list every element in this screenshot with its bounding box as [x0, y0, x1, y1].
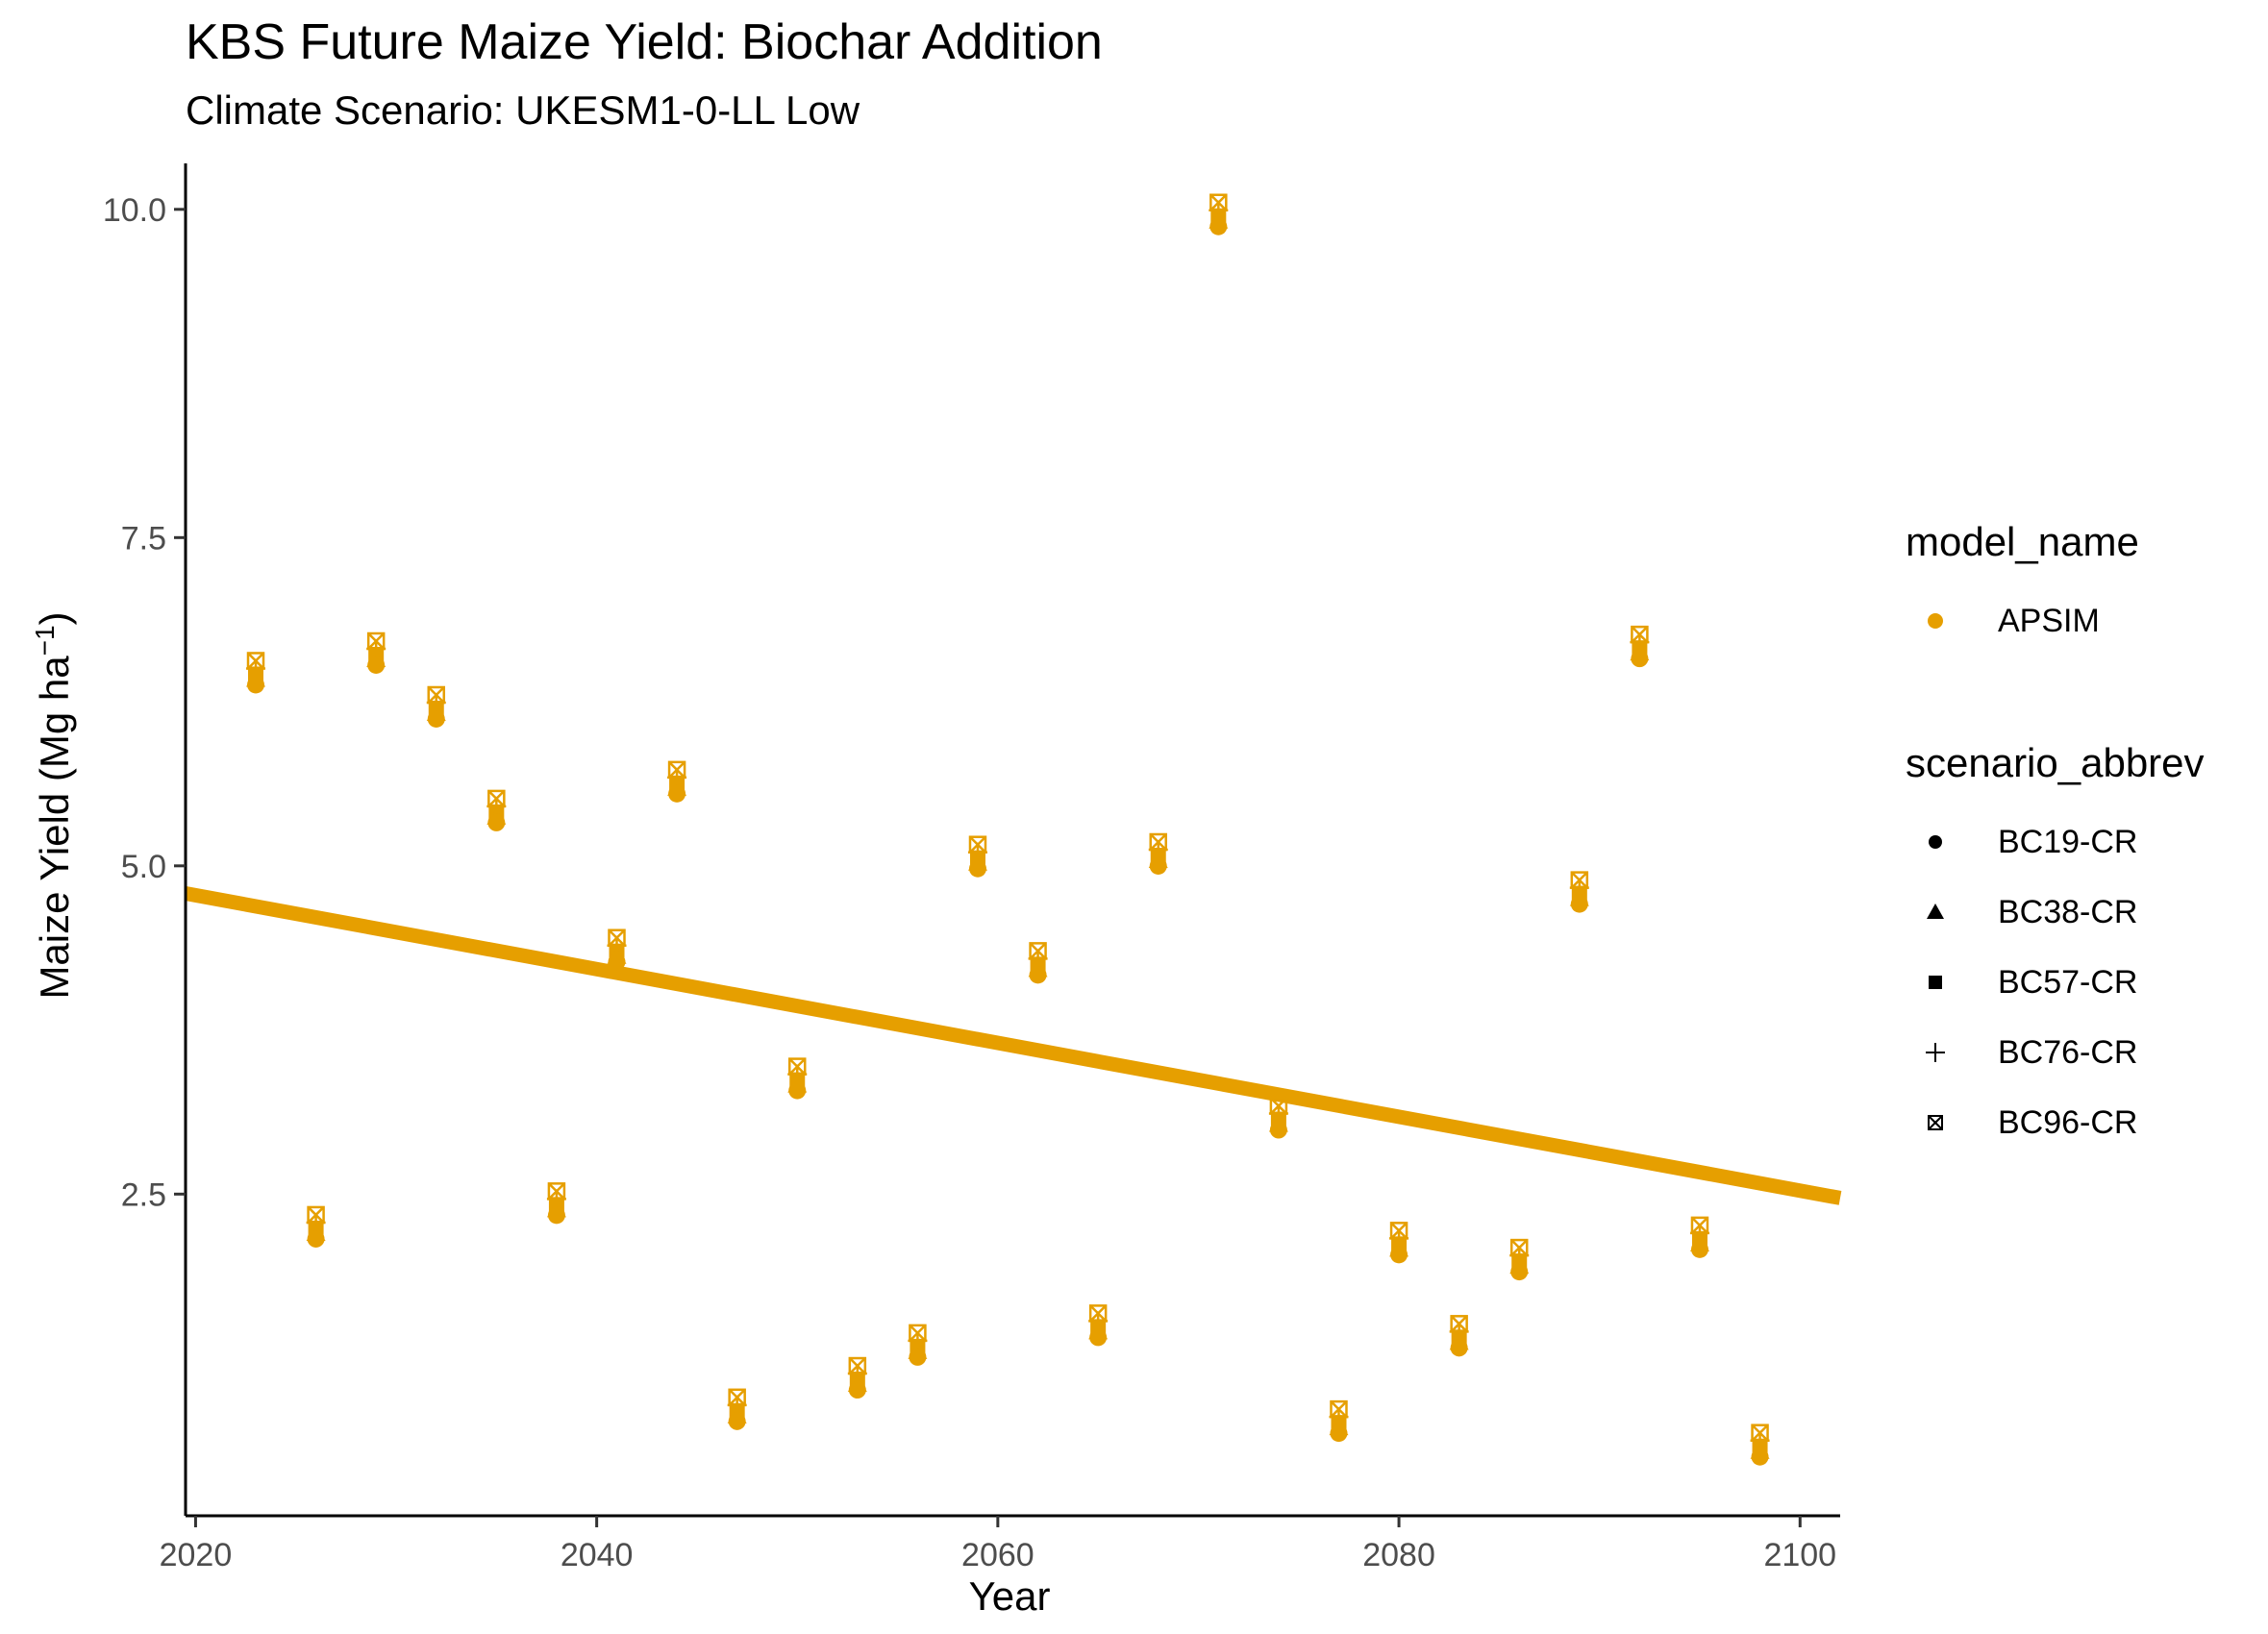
point-bc19	[1751, 1448, 1769, 1466]
y-axis-label: Maize Yield (Mg ha−1)	[30, 611, 78, 999]
point-bc19	[547, 1206, 565, 1225]
data-point-2083	[1449, 1315, 1469, 1357]
data-point-2053	[847, 1356, 867, 1399]
legend-shape-title: scenario_abbrev	[1906, 740, 2205, 785]
point-bc19	[909, 1348, 927, 1366]
data-point-2059	[967, 835, 987, 878]
point-bc19	[1570, 895, 1588, 913]
data-point-2068	[1148, 832, 1168, 875]
data-point-2062	[1028, 942, 1048, 984]
data-point-2089	[1569, 871, 1589, 913]
data-point-2056	[908, 1324, 928, 1366]
x-tick-label: 2020	[160, 1537, 233, 1573]
y-tick-label: 10.0	[103, 192, 166, 229]
data-point-2092	[1630, 625, 1650, 668]
x-axis-label: Year	[968, 1573, 1051, 1619]
square-icon	[1929, 976, 1942, 989]
data-point-2077	[1329, 1399, 1349, 1443]
point-bc19	[1089, 1328, 1108, 1347]
point-bc19	[968, 859, 986, 878]
circle-icon	[1929, 835, 1942, 849]
data-point-2071	[1209, 193, 1229, 235]
point-bc19	[668, 784, 686, 803]
y-axis-label-close: )	[32, 611, 77, 626]
point-bc19	[367, 656, 386, 674]
legend-color-title: model_name	[1906, 519, 2139, 564]
point-bc19	[1450, 1339, 1468, 1357]
data-point-2044	[667, 760, 687, 803]
point-bc19	[788, 1081, 807, 1100]
legend-label-apsim: APSIM	[1998, 603, 2100, 639]
y-axis-label-text: Maize Yield (Mg ha	[32, 656, 77, 1000]
legend-label-bc96: BC96-CR	[1998, 1104, 2138, 1141]
y-axis-label-superscript: −1	[30, 625, 60, 656]
legend-dot-icon	[1928, 613, 1943, 629]
point-bc19	[1690, 1240, 1708, 1258]
point-bc19	[1029, 966, 1047, 984]
point-bc19	[307, 1229, 325, 1248]
x-tick-label: 2080	[1362, 1537, 1435, 1573]
x-tick-label: 2060	[961, 1537, 1034, 1573]
legend-label-bc76: BC76-CR	[1998, 1034, 2138, 1071]
trend-line	[184, 886, 1842, 1205]
legend-label-bc19: BC19-CR	[1998, 824, 2138, 860]
y-tick-label: 7.5	[121, 520, 166, 557]
point-bc19	[608, 953, 626, 971]
point-bc19	[728, 1412, 746, 1430]
point-bc19	[848, 1381, 866, 1399]
data-point-2074	[1268, 1097, 1288, 1139]
point-bc19	[247, 676, 265, 694]
y-tick-label: 2.5	[121, 1176, 166, 1213]
data-point-2098	[1750, 1424, 1770, 1466]
data-point-2032	[426, 685, 446, 728]
data-point-2065	[1088, 1304, 1109, 1347]
point-bc19	[1149, 856, 1167, 875]
chart-title: KBS Future Maize Yield: Biochar Addition	[186, 14, 1103, 70]
data-point-2047	[727, 1388, 747, 1430]
data-point-2080	[1389, 1222, 1409, 1264]
data-point-2050	[787, 1057, 808, 1100]
point-bc19	[1209, 217, 1228, 235]
point-bc19	[1631, 650, 1649, 668]
point-bc19	[427, 709, 445, 728]
chart-subtitle: Climate Scenario: UKESM1-0-LL Low	[186, 87, 860, 133]
data-point-2035	[486, 789, 507, 831]
data-point-2038	[546, 1182, 566, 1225]
legend-label-bc57: BC57-CR	[1998, 964, 2138, 1001]
point-bc19	[1510, 1263, 1529, 1281]
x-tick-label: 2100	[1763, 1537, 1836, 1573]
y-tick-label: 5.0	[121, 849, 166, 885]
data-point-2029	[366, 631, 386, 674]
x-tick-label: 2040	[561, 1537, 634, 1573]
legend-label-bc38: BC38-CR	[1998, 894, 2138, 930]
triangle-icon	[1927, 904, 1944, 919]
data-point-2026	[306, 1205, 326, 1248]
point-bc19	[1390, 1246, 1408, 1264]
plus-icon	[1926, 1043, 1945, 1062]
data-point-2023	[246, 652, 266, 694]
data-point-2041	[607, 928, 627, 971]
data-point-2086	[1509, 1238, 1530, 1281]
point-bc19	[1269, 1121, 1287, 1139]
square-x-icon	[1928, 1115, 1943, 1130]
point-bc19	[487, 813, 506, 831]
data-point-2095	[1689, 1216, 1709, 1258]
point-bc19	[1330, 1424, 1348, 1443]
